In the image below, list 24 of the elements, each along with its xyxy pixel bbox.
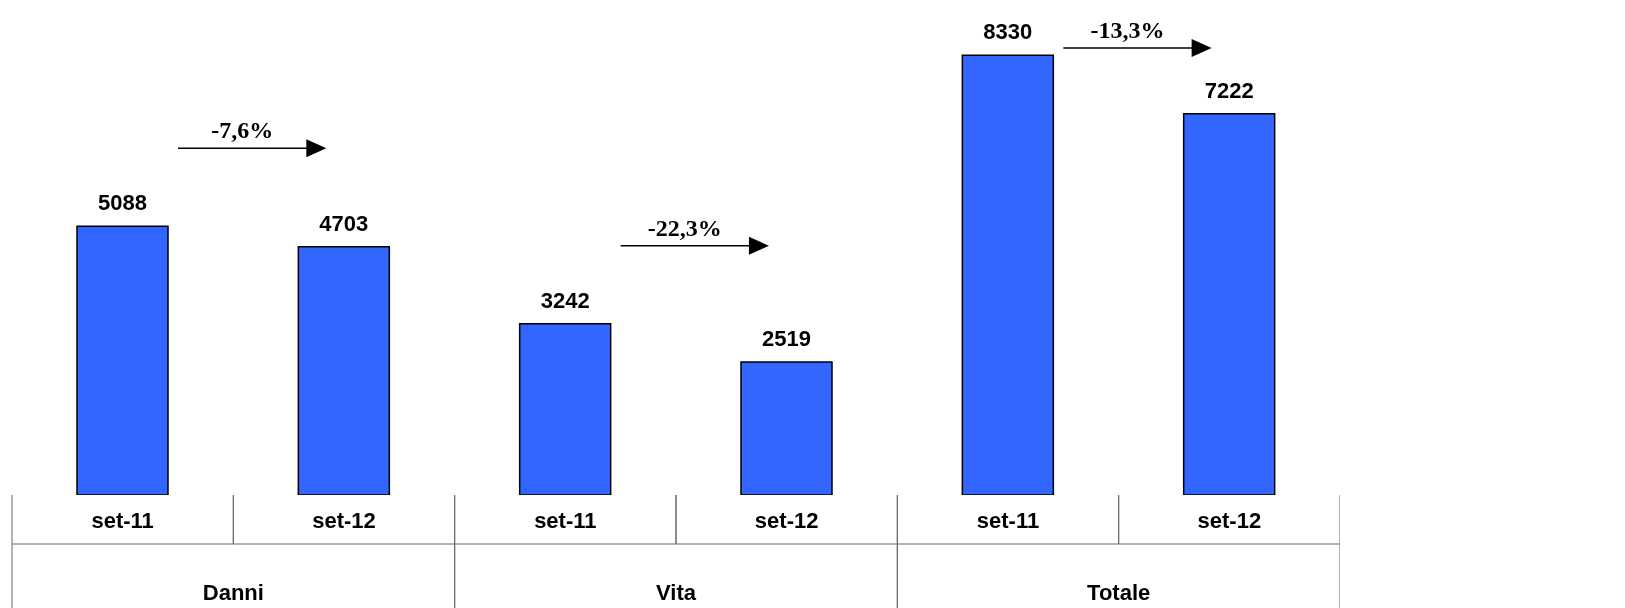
bar [518, 323, 612, 495]
bar [1182, 112, 1276, 495]
data-label: 5088 [98, 190, 147, 216]
data-label: 4703 [319, 210, 369, 236]
x-tick-label: set-12 [1197, 508, 1262, 533]
data-label: 2519 [762, 326, 811, 351]
x-tick-label: set-11 [976, 508, 1040, 533]
x-tick-label: set-11 [534, 508, 597, 533]
text: Danni [202, 580, 264, 605]
bar [297, 245, 391, 495]
bar [76, 225, 169, 495]
bar [740, 361, 833, 495]
annotation: -7,6% [211, 117, 274, 144]
text: Totale [1087, 580, 1151, 605]
text: -13,3% [1090, 17, 1165, 43]
data-label: 3242 [540, 287, 590, 313]
bar [961, 54, 1055, 495]
annotation: -22,3% [647, 214, 722, 241]
x-tick-label: set-11 [91, 508, 154, 533]
text: Vita [656, 580, 697, 605]
data-label: 7222 [1204, 77, 1254, 103]
x-tick-label: set-12 [754, 508, 819, 533]
x-tick-label: set-12 [312, 508, 376, 533]
data-label: 8330 [983, 19, 1033, 45]
